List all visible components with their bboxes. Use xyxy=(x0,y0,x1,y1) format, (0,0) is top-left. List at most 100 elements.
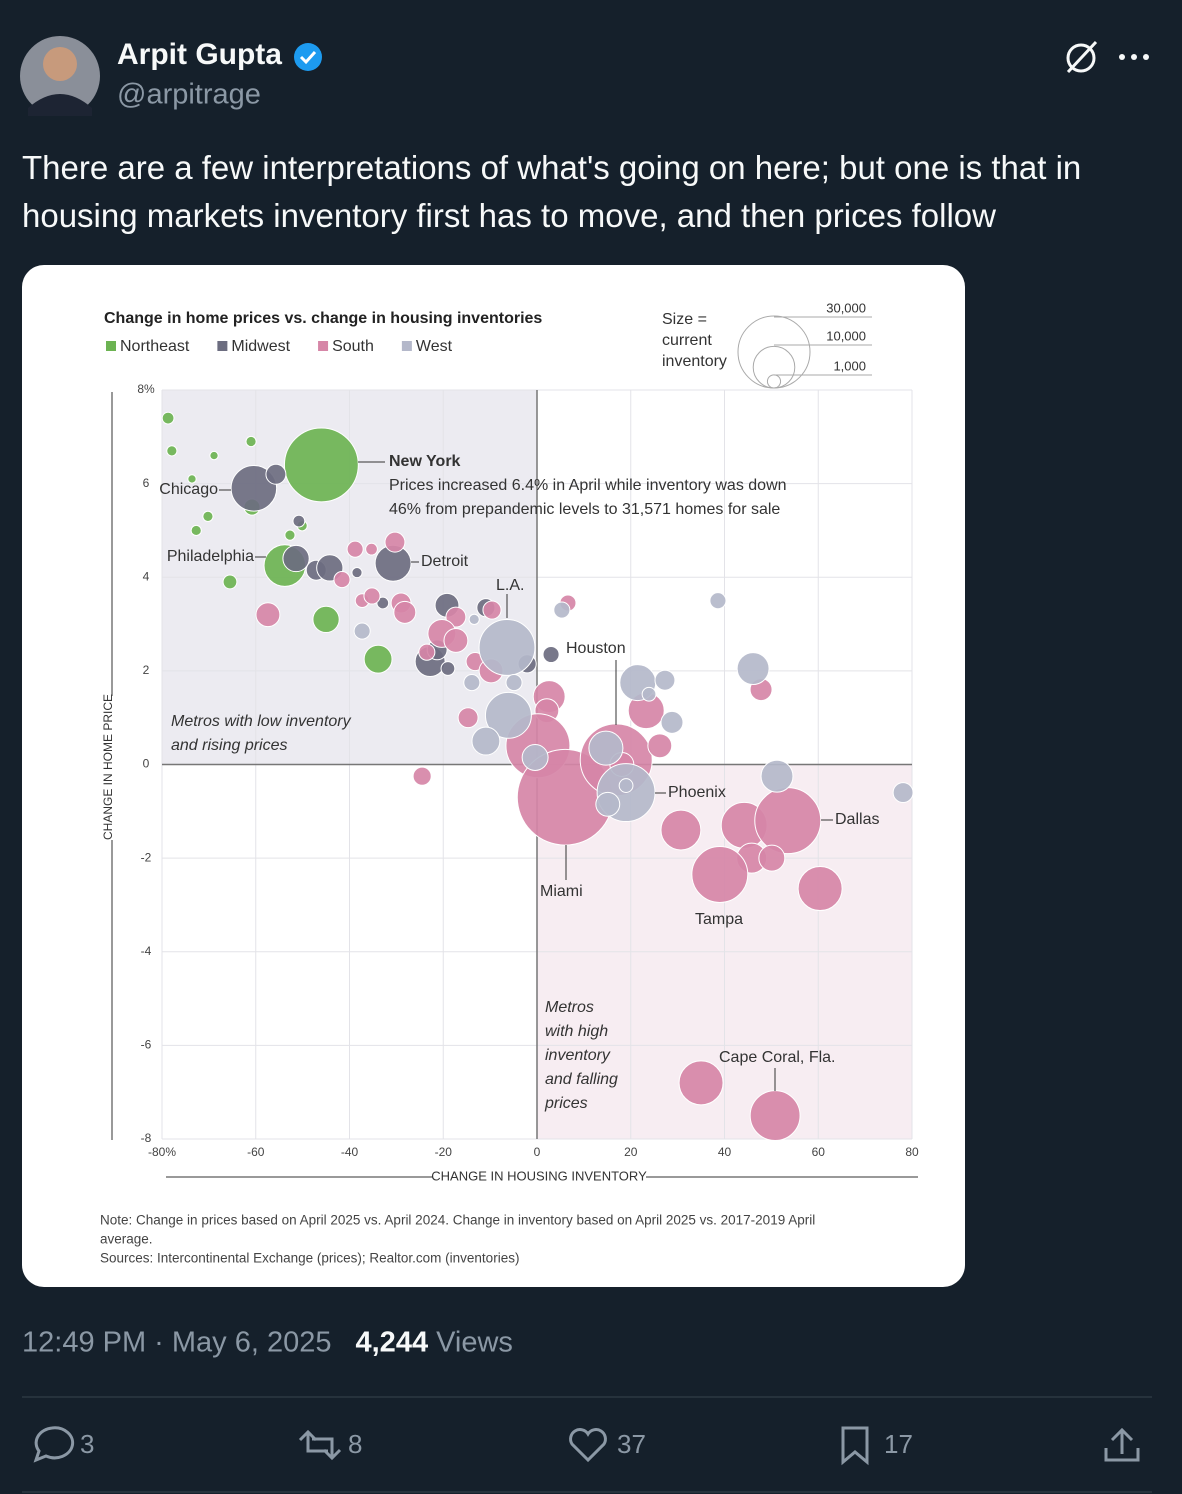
bubble xyxy=(641,686,657,702)
annotation: Miami xyxy=(540,883,583,900)
bubble xyxy=(736,652,770,685)
annotation: Houston xyxy=(566,640,626,657)
bubble xyxy=(230,465,278,512)
y-axis-label: CHANGE IN HOME PRICE xyxy=(101,694,115,840)
bubble xyxy=(678,1060,724,1106)
annotation: Prices increased 6.4% in April while inv… xyxy=(389,477,787,494)
more-menu[interactable] xyxy=(1119,54,1149,60)
like-count: 37 xyxy=(617,1429,646,1459)
bubble xyxy=(284,529,296,541)
bubble xyxy=(393,600,417,624)
annotation: 46% from prepandemic levels to 31,571 ho… xyxy=(389,501,780,518)
verified-check xyxy=(299,50,317,65)
legend-swatch xyxy=(217,341,228,351)
annotation: and rising prices xyxy=(171,737,288,754)
bookmark-icon[interactable] xyxy=(841,1426,869,1466)
annotation: Detroit xyxy=(421,553,469,570)
timestamp[interactable]: 12:49 PM · May 6, 2025 xyxy=(22,1327,332,1359)
bubble xyxy=(482,600,502,620)
y-tick-label: -2 xyxy=(141,850,152,864)
bubble xyxy=(595,791,621,817)
bubble xyxy=(363,644,393,674)
chart: -80% -60 -40 -20 0 20 40 60 80-8-6-4-202468%Chan… xyxy=(100,300,919,1265)
bubble xyxy=(797,866,843,912)
bubble xyxy=(647,733,673,759)
bubble xyxy=(445,606,467,628)
x-tick-label: -20 xyxy=(435,1145,453,1159)
annotation: Phoenix xyxy=(668,784,726,801)
size-legend-label: inventory xyxy=(662,353,727,370)
bubble xyxy=(440,661,456,676)
annotation: and falling xyxy=(545,1071,618,1088)
bubble xyxy=(412,766,432,786)
bubble xyxy=(553,601,571,619)
y-tick-label: -8 xyxy=(141,1131,152,1145)
size-legend-tick: 1,000 xyxy=(833,358,866,373)
chart-title: Change in home prices vs. change in hous… xyxy=(104,310,542,327)
bubble xyxy=(892,782,914,804)
author-name[interactable]: Arpit Gupta xyxy=(117,38,282,71)
bubble xyxy=(418,643,436,661)
y-tick-label: 2 xyxy=(143,663,150,677)
size-legend-label: Size = xyxy=(662,311,707,328)
legend-label: Midwest xyxy=(231,338,290,355)
y-tick-label: 4 xyxy=(143,569,150,583)
bubble xyxy=(521,743,549,771)
author-handle[interactable]: @arpitrage xyxy=(117,79,261,111)
bubble xyxy=(471,726,501,756)
x-axis-label: CHANGE IN HOUSING INVENTORY xyxy=(431,1168,647,1183)
bubble xyxy=(484,691,532,739)
annotation: Chicago xyxy=(159,481,218,498)
bubble xyxy=(376,596,390,610)
bubble xyxy=(351,566,363,579)
bubble xyxy=(749,1090,801,1142)
x-tick-label: -40 xyxy=(341,1145,359,1159)
annotation: Dallas xyxy=(835,811,879,828)
tweet-text: There are a few interpretations of what'… xyxy=(22,149,1082,234)
legend-swatch xyxy=(106,341,116,351)
bubble xyxy=(384,531,406,553)
annotation: New York xyxy=(389,453,461,470)
reply-icon[interactable] xyxy=(33,1426,75,1463)
x-tick-label: 60 xyxy=(812,1145,826,1159)
x-tick-label: 80 xyxy=(905,1145,919,1159)
bubble xyxy=(660,809,702,851)
bubble xyxy=(760,759,794,793)
share-icon[interactable] xyxy=(1104,1427,1140,1462)
bubble xyxy=(468,613,480,625)
like-icon[interactable] xyxy=(569,1428,607,1463)
y-tick-label: -4 xyxy=(141,944,152,958)
bubble xyxy=(283,427,359,503)
x-tick-label: 20 xyxy=(624,1145,638,1159)
bubble xyxy=(660,710,684,734)
bubble xyxy=(654,669,676,691)
bubble xyxy=(292,514,306,528)
bubble xyxy=(190,524,202,537)
bubble xyxy=(588,730,624,766)
bubble xyxy=(709,592,727,610)
grok-icon[interactable] xyxy=(1066,43,1096,73)
chart-note: Sources: Intercontinental Exchange (pric… xyxy=(100,1251,519,1266)
chart-note: Note: Change in prices based on April 20… xyxy=(100,1213,815,1228)
avatar-face xyxy=(43,47,77,81)
verified-badge xyxy=(294,43,322,71)
size-legend-tick: 30,000 xyxy=(826,300,866,315)
bubble xyxy=(365,542,378,556)
views-label: Views xyxy=(436,1327,513,1359)
annotation: Cape Coral, Fla. xyxy=(719,1049,836,1066)
annotation: L.A. xyxy=(496,577,524,594)
legend-swatch xyxy=(401,341,412,351)
bubble xyxy=(346,540,364,558)
legend-swatch xyxy=(318,341,329,351)
bubble xyxy=(478,619,536,676)
y-tick-label: 6 xyxy=(143,476,150,490)
bubble xyxy=(754,787,822,855)
bubble xyxy=(312,605,340,634)
bubble xyxy=(618,778,634,793)
legend-label: South xyxy=(332,338,374,355)
bubble xyxy=(222,574,238,590)
bubble xyxy=(255,602,281,628)
repost-icon[interactable] xyxy=(298,1429,342,1461)
